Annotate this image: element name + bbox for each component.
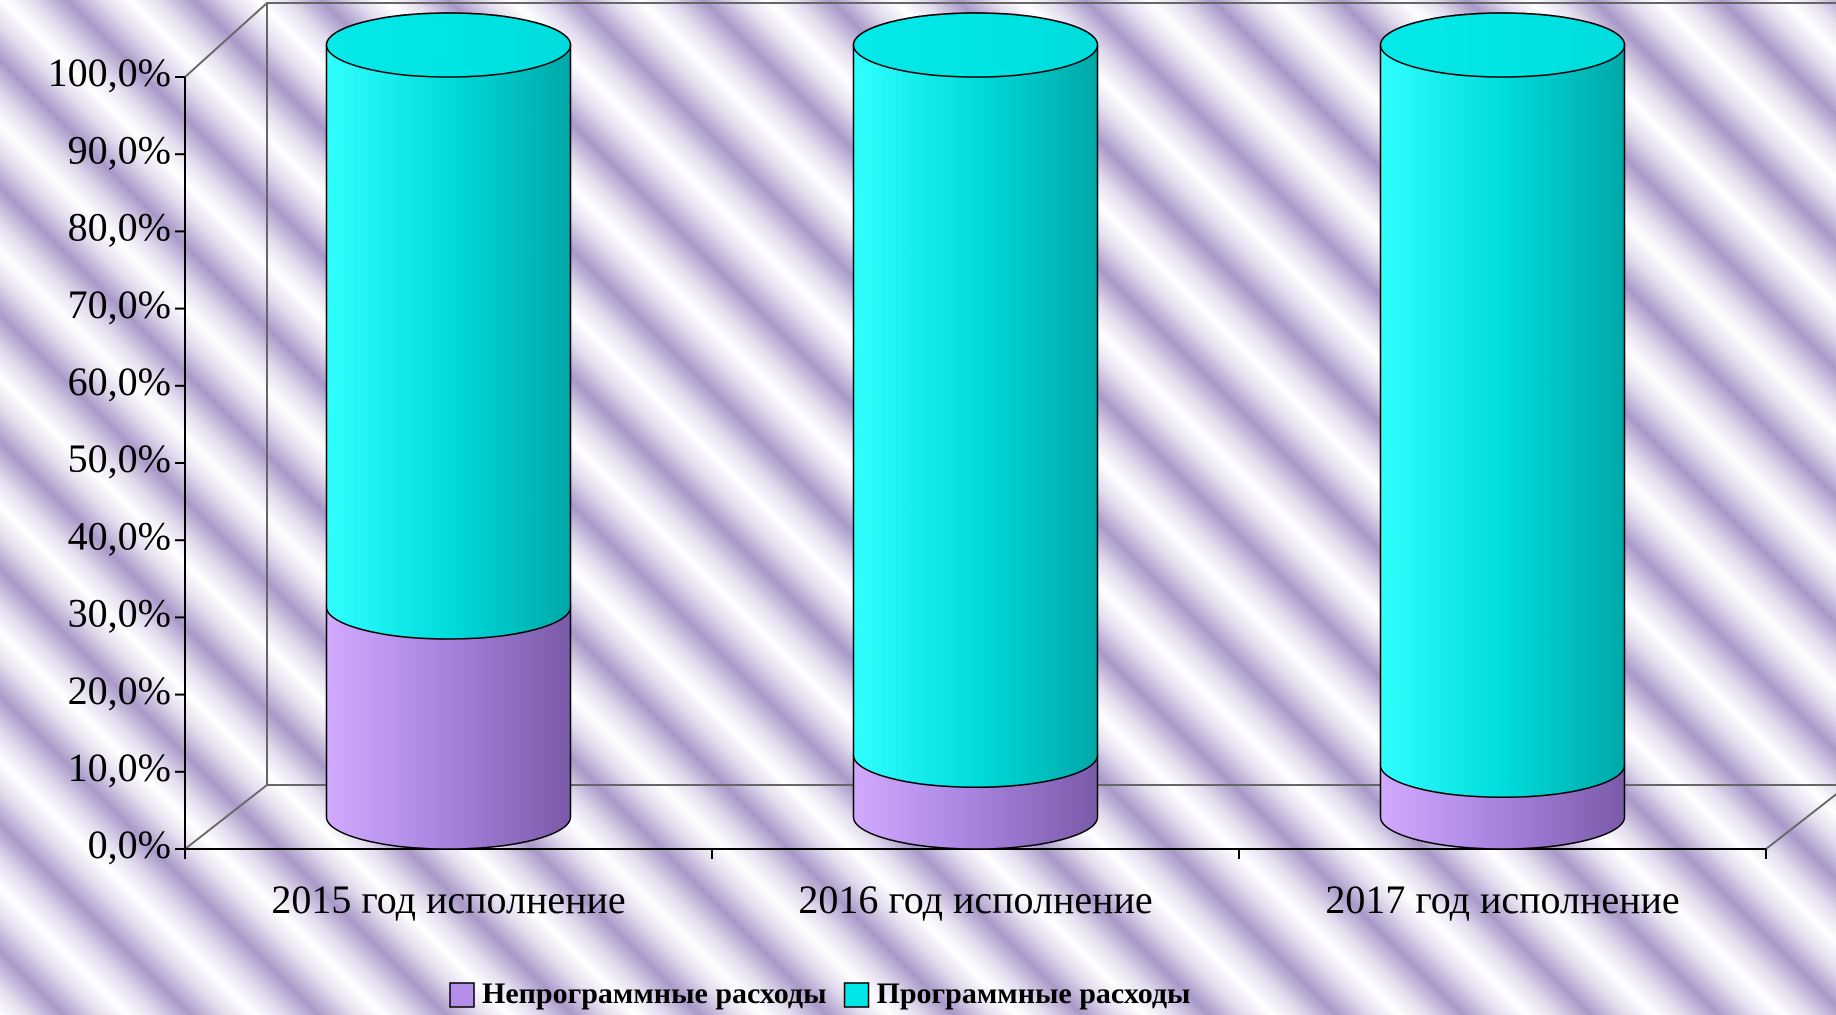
bar-top — [1379, 12, 1626, 78]
y-tick-label: 0,0% — [88, 822, 171, 867]
y-tick-label: 40,0% — [68, 513, 171, 558]
legend-swatch — [843, 982, 870, 1008]
y-tick-label: 100,0% — [48, 50, 171, 95]
bar-top — [325, 12, 572, 78]
y-tick-label: 50,0% — [68, 436, 171, 481]
legend-label: Непрограммные расходы — [482, 977, 827, 1010]
bar-segment — [852, 12, 1099, 788]
legend-label: Программные расходы — [877, 977, 1191, 1010]
legend-swatch — [449, 982, 475, 1008]
bar-top — [852, 12, 1099, 78]
bar-segment — [325, 12, 572, 640]
y-tick-label: 20,0% — [68, 668, 171, 713]
x-tick-label: 2015 год исполнение — [271, 877, 625, 922]
x-tick-label: 2017 год исполнение — [1325, 877, 1679, 922]
y-tick-label: 80,0% — [68, 205, 171, 250]
side-wall — [184, 2, 268, 78]
y-tick-label: 60,0% — [68, 359, 171, 404]
y-tick-label: 90,0% — [68, 127, 171, 172]
x-tick-label: 2016 год исполнение — [798, 877, 1152, 922]
bar-segment — [1379, 12, 1626, 799]
y-tick-label: 10,0% — [68, 745, 171, 790]
y-tick-label: 70,0% — [68, 282, 171, 327]
floor — [184, 784, 1836, 850]
y-tick-label: 30,0% — [68, 591, 171, 636]
